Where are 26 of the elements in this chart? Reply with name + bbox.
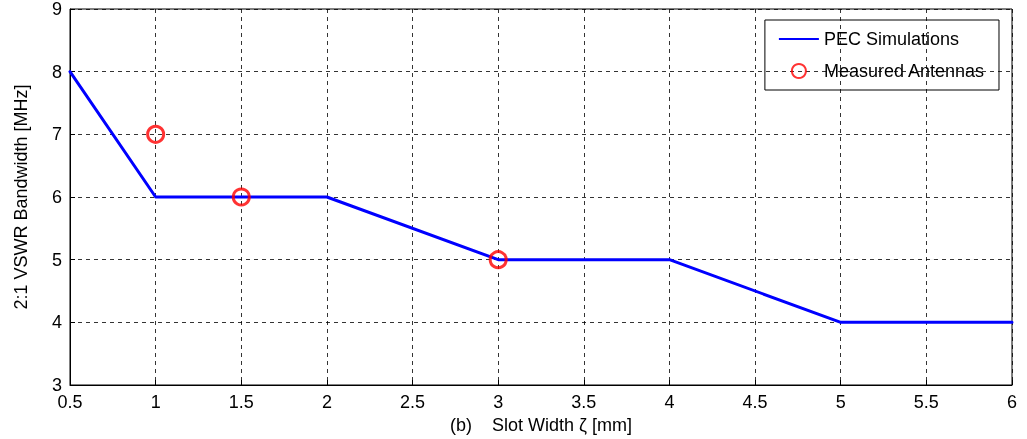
y-tick-label: 7 <box>51 124 62 145</box>
x-tick-label: 1 <box>150 392 161 412</box>
x-tick-label: 1.5 <box>228 392 254 412</box>
x-tick-label: 2.5 <box>400 392 426 412</box>
x-tick-label: 6 <box>1006 392 1018 412</box>
legend-label: Measured Antennas <box>823 61 985 81</box>
x-tick-label: 5.5 <box>913 392 939 412</box>
x-axis-title: (b) Slot Width ζ [mm] <box>450 414 632 435</box>
y-tick-label: 5 <box>51 249 62 270</box>
legend-label: PEC Simulations <box>823 29 959 49</box>
point <box>146 124 166 144</box>
x-tick-label: 0.5 <box>57 392 83 412</box>
y-tick-label: 8 <box>51 61 62 82</box>
x-tick-label: 5 <box>835 392 846 412</box>
y-tick-label: 6 <box>51 187 62 207</box>
x-tick-label: 3.5 <box>571 392 597 412</box>
x-tick-label: 4 <box>664 392 675 412</box>
y-tick-label: 4 <box>51 312 62 333</box>
y-tick-label: 3 <box>51 375 62 395</box>
point <box>488 250 508 270</box>
x-tick-label: 2 <box>321 392 332 412</box>
y-axis-title: 2:1 VSWR Bandwidth [MHz] <box>11 84 31 310</box>
y-tick-label: 9 <box>51 0 62 19</box>
x-tick-label: 4.5 <box>742 392 768 412</box>
point <box>231 187 251 207</box>
x-tick-label: 3 <box>493 392 504 412</box>
